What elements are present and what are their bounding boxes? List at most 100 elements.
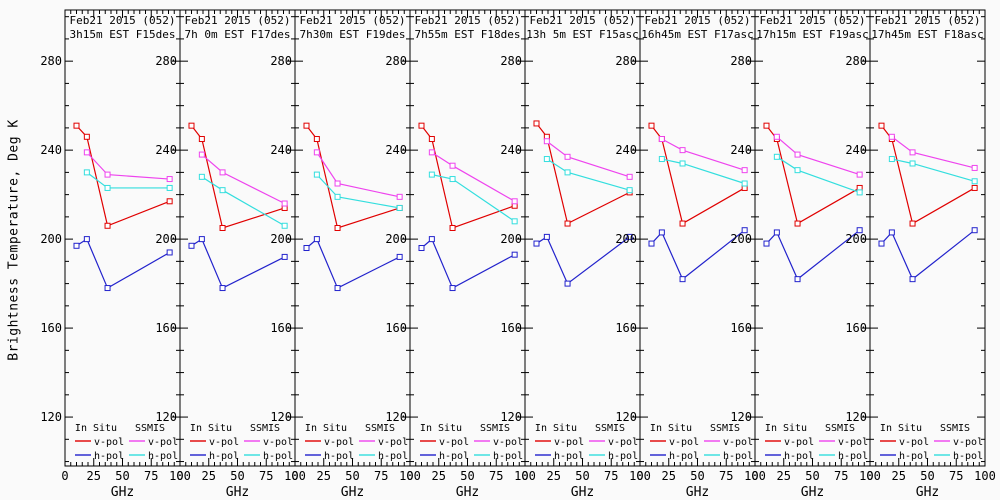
y-tick-label: 280 — [730, 54, 752, 68]
series-line-in-situ-h-pol — [536, 236, 631, 285]
series-marker-in-situ-v-pol — [564, 220, 571, 227]
series-marker-in-situ-v-pol — [219, 224, 226, 231]
x-tick-label: 75 — [604, 469, 618, 483]
series-marker-ssmis-h-pol — [281, 222, 288, 229]
legend-header-ssmis: SSMIS — [250, 423, 280, 434]
legend-header-ssmis: SSMIS — [710, 423, 740, 434]
x-tick-label: 100 — [744, 469, 766, 483]
y-tick-label: 160 — [845, 321, 867, 335]
series-marker-in-situ-v-pol — [73, 122, 80, 129]
y-tick-label: 240 — [845, 143, 867, 157]
series-line-ssmis-h-pol — [431, 174, 515, 222]
series-marker-ssmis-v-pol — [909, 149, 916, 156]
legend-label-in-situ-v-pol: v-pol — [94, 437, 124, 448]
series-marker-in-situ-h-pol — [763, 240, 770, 247]
series-marker-in-situ-h-pol — [741, 227, 748, 234]
legend-label-ssmis-h-pol: h-pol — [608, 451, 638, 462]
series-marker-in-situ-h-pol — [418, 245, 425, 252]
panel-title-time: 16h45m EST F17asc — [641, 28, 754, 41]
series-marker-ssmis-h-pol — [219, 187, 226, 194]
x-tick-label: 75 — [259, 469, 273, 483]
x-tick-label: 0 — [61, 469, 68, 483]
legend-label-ssmis-v-pol: v-pol — [378, 437, 408, 448]
series-marker-in-situ-v-pol — [794, 220, 801, 227]
y-tick-label: 160 — [270, 321, 292, 335]
series-marker-ssmis-h-pol — [564, 169, 571, 176]
x-tick-label: 100 — [169, 469, 191, 483]
legend-header-in-situ: In Situ — [420, 423, 462, 434]
series-marker-ssmis-v-pol — [313, 149, 320, 156]
series-marker-in-situ-v-pol — [971, 184, 978, 191]
x-axis-unit: GHz — [111, 485, 134, 500]
panel-title-date: Feb21 2015 (052) — [530, 14, 636, 27]
legend-label-in-situ-h-pol: h-pol — [209, 451, 239, 462]
series-line-in-situ-v-pol — [421, 125, 515, 229]
y-tick-label: 240 — [500, 143, 522, 157]
panel-title-time: 7h30m EST F19des — [300, 28, 406, 41]
series-marker-in-situ-v-pol — [83, 133, 90, 140]
series-marker-ssmis-v-pol — [219, 169, 226, 176]
series-marker-in-situ-v-pol — [679, 220, 686, 227]
series-line-ssmis-h-pol — [776, 156, 860, 193]
x-tick-label: 75 — [949, 469, 963, 483]
series-line-ssmis-v-pol — [891, 136, 975, 169]
x-tick-label: 0 — [176, 469, 183, 483]
legend-label-ssmis-v-pol: v-pol — [263, 437, 293, 448]
legend-header-in-situ: In Situ — [305, 423, 347, 434]
series-marker-ssmis-v-pol — [449, 162, 456, 169]
legend-header-in-situ: In Situ — [190, 423, 232, 434]
series-marker-in-situ-h-pol — [909, 276, 916, 283]
legend-label-ssmis-h-pol: h-pol — [148, 451, 178, 462]
y-tick-label: 120 — [155, 410, 177, 424]
series-marker-in-situ-h-pol — [971, 227, 978, 234]
legend-header-ssmis: SSMIS — [365, 423, 395, 434]
x-tick-label: 100 — [284, 469, 306, 483]
series-marker-ssmis-h-pol — [449, 176, 456, 183]
series-marker-in-situ-h-pol — [428, 236, 435, 243]
legend-label-ssmis-h-pol: h-pol — [263, 451, 293, 462]
series-marker-ssmis-h-pol — [166, 184, 173, 191]
series-line-in-situ-v-pol — [881, 125, 975, 225]
y-tick-label: 280 — [40, 54, 62, 68]
x-tick-label: 75 — [719, 469, 733, 483]
series-marker-in-situ-h-pol — [396, 253, 403, 260]
legend-label-in-situ-h-pol: h-pol — [94, 451, 124, 462]
series-marker-in-situ-h-pol — [313, 236, 320, 243]
series-marker-in-situ-h-pol — [888, 229, 895, 236]
x-tick-label: 50 — [575, 469, 589, 483]
series-marker-in-situ-h-pol — [773, 229, 780, 236]
series-marker-ssmis-h-pol — [543, 156, 550, 163]
series-marker-ssmis-v-pol — [396, 193, 403, 200]
series-line-in-situ-h-pol — [881, 229, 976, 281]
series-marker-ssmis-h-pol — [198, 173, 205, 180]
series-marker-in-situ-h-pol — [303, 245, 310, 252]
series-marker-in-situ-h-pol — [281, 253, 288, 260]
y-tick-label: 120 — [270, 410, 292, 424]
legend-header-in-situ: In Situ — [535, 423, 577, 434]
series-marker-in-situ-v-pol — [334, 224, 341, 231]
legend-label-in-situ-v-pol: v-pol — [899, 437, 929, 448]
x-tick-label: 50 — [460, 469, 474, 483]
y-tick-label: 240 — [385, 143, 407, 157]
series-line-in-situ-h-pol — [651, 229, 746, 281]
x-tick-label: 25 — [892, 469, 906, 483]
series-line-in-situ-h-pol — [76, 238, 170, 289]
y-tick-label: 280 — [270, 54, 292, 68]
y-tick-label: 240 — [270, 143, 292, 157]
y-tick-label: 160 — [40, 321, 62, 335]
series-marker-ssmis-h-pol — [909, 160, 916, 167]
series-marker-in-situ-v-pol — [418, 122, 425, 129]
series-marker-ssmis-h-pol — [104, 184, 111, 191]
x-tick-label: 50 — [690, 469, 704, 483]
x-tick-label: 0 — [751, 469, 758, 483]
panel-title-date: Feb21 2015 (052) — [70, 14, 176, 27]
series-marker-ssmis-v-pol — [794, 151, 801, 158]
series-marker-in-situ-h-pol — [679, 276, 686, 283]
series-marker-ssmis-v-pol — [104, 171, 111, 178]
x-tick-label: 50 — [230, 469, 244, 483]
series-line-in-situ-h-pol — [421, 238, 515, 289]
y-axis-title: Brightness Temperature, Deg K — [6, 119, 22, 361]
x-tick-label: 0 — [636, 469, 643, 483]
series-marker-in-situ-v-pol — [533, 120, 540, 127]
panel-title-time: 3h15m EST F15des — [70, 28, 176, 41]
